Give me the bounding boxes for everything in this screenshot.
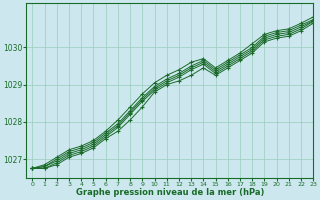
X-axis label: Graphe pression niveau de la mer (hPa): Graphe pression niveau de la mer (hPa) bbox=[76, 188, 264, 197]
